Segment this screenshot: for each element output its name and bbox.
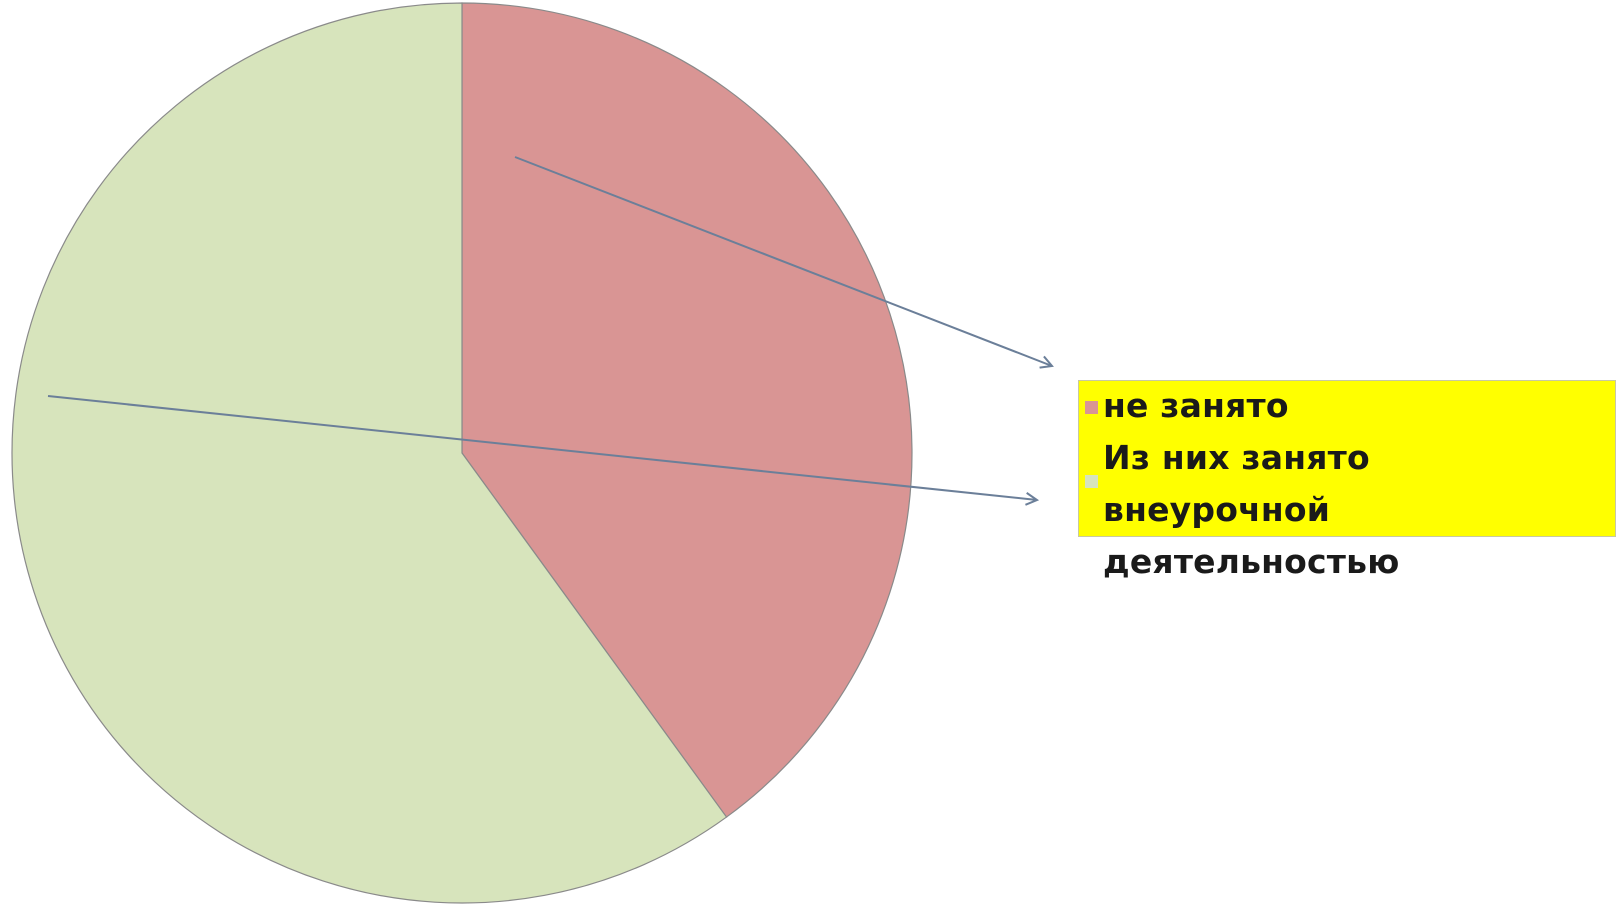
legend-swatch-extracurricular — [1085, 475, 1098, 488]
pie-slice-not-occupied — [461, 2, 913, 818]
legend-swatch-not-occupied — [1085, 401, 1098, 414]
legend-label-extracurricular: Из них занято внеурочной деятельностью — [1103, 438, 1400, 581]
legend: не занято Из них занято внеурочной деяте… — [1078, 380, 1616, 581]
arrow-extracurricular — [47, 395, 1037, 500]
annotation-arrows — [47, 156, 1052, 500]
pie-slice-extracurricular — [11, 2, 728, 904]
pie-slices — [11, 2, 913, 904]
arrow-not-occupied — [514, 156, 1052, 366]
legend-label-not-occupied: не занято — [1103, 386, 1289, 425]
